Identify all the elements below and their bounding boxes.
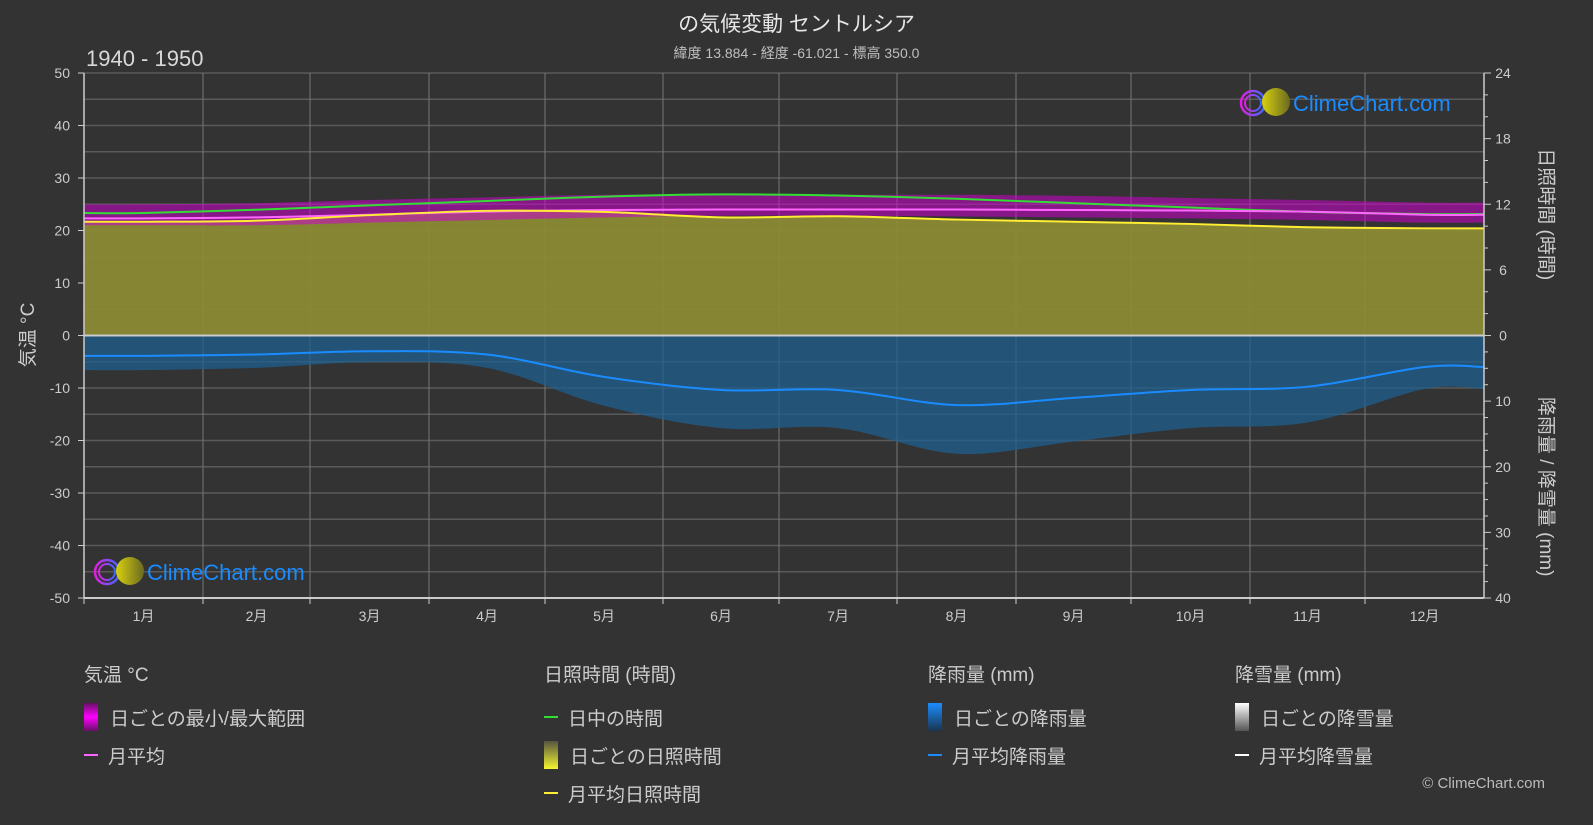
svg-text:4月: 4月 xyxy=(476,608,498,624)
climechart-logo-bottom[interactable]: ClimeChart.com xyxy=(93,557,305,586)
legend-title-rain: 降雨量 (mm) xyxy=(928,665,1035,686)
svg-text:6: 6 xyxy=(1499,262,1507,278)
svg-text:9月: 9月 xyxy=(1063,608,1085,624)
legend-title-temperature: 気温 °C xyxy=(84,665,149,686)
legend-item-rain-mean[interactable]: 月平均降雨量 xyxy=(928,736,1087,774)
period-label: 1940 - 1950 xyxy=(86,46,204,71)
svg-text:6月: 6月 xyxy=(710,608,732,624)
legend-title-sunshine: 日照時間 (時間) xyxy=(544,665,676,686)
svg-text:-30: -30 xyxy=(50,485,70,501)
legend-rain: 降雨量 (mm) 日ごとの降雨量 月平均降雨量 xyxy=(928,660,1087,774)
blue-line-swatch-icon xyxy=(928,754,942,756)
blue-bar-swatch-icon xyxy=(928,703,942,731)
legend-item-temp-mean[interactable]: 月平均 xyxy=(84,736,305,774)
legend-label: 日ごとの降雪量 xyxy=(1261,708,1394,730)
data-series xyxy=(83,193,1485,455)
chart-subtitle: 緯度 13.884 - 経度 -61.021 - 標高 350.0 xyxy=(673,45,920,61)
legend-label: 月平均 xyxy=(108,746,166,768)
svg-text:0: 0 xyxy=(1499,328,1507,344)
svg-text:40: 40 xyxy=(1495,590,1511,606)
svg-text:30: 30 xyxy=(54,170,70,186)
svg-text:10: 10 xyxy=(1495,393,1511,409)
legend-item-sunshine-mean[interactable]: 月平均日照時間 xyxy=(544,774,722,812)
legend-label: 日ごとの日照時間 xyxy=(570,746,722,768)
svg-text:12月: 12月 xyxy=(1410,608,1440,624)
chart-title: の気候変動 セントルシア xyxy=(678,13,915,36)
legend-label: 月平均降雨量 xyxy=(952,746,1067,768)
legend-item-snow-mean[interactable]: 月平均降雪量 xyxy=(1235,736,1394,774)
axes: 50 40 30 20 10 0 -10 -20 -30 -40 -50 24 18 12 6 0 10 20 30… xyxy=(50,65,1557,624)
legend-title-snow: 降雪量 (mm) xyxy=(1235,665,1342,686)
legend-item-daily-sunshine[interactable]: 日ごとの日照時間 xyxy=(544,736,722,774)
svg-text:12: 12 xyxy=(1495,196,1511,212)
legend-label: 日ごとの降雨量 xyxy=(954,708,1087,730)
svg-text:5月: 5月 xyxy=(593,608,615,624)
yellow-line-swatch-icon xyxy=(544,792,558,794)
yellow-bar-swatch-icon xyxy=(544,741,558,769)
svg-text:-40: -40 xyxy=(50,538,70,554)
climechart-logo-top[interactable]: ClimeChart.com xyxy=(1239,88,1451,117)
logo-text: ClimeChart.com xyxy=(1293,91,1451,116)
legend-label: 日ごとの最小/最大範囲 xyxy=(110,708,306,730)
left-axis-title: 気温 °C xyxy=(17,302,39,368)
svg-text:24: 24 xyxy=(1495,65,1511,81)
legend-temperature: 気温 °C 日ごとの最小/最大範囲 月平均 xyxy=(84,660,305,774)
legend-item-daily-rain[interactable]: 日ごとの降雨量 xyxy=(928,698,1087,736)
svg-text:40: 40 xyxy=(54,118,70,134)
legend-label: 月平均降雪量 xyxy=(1259,746,1374,768)
legend-snow: 降雪量 (mm) 日ごとの降雪量 月平均降雪量 xyxy=(1235,660,1394,774)
legend-item-daylight[interactable]: 日中の時間 xyxy=(544,698,722,736)
svg-text:20: 20 xyxy=(54,223,70,239)
svg-text:3月: 3月 xyxy=(359,608,381,624)
svg-text:8月: 8月 xyxy=(946,608,968,624)
logo-sun-icon xyxy=(116,557,144,585)
green-line-swatch-icon xyxy=(544,716,558,718)
svg-text:20: 20 xyxy=(1495,459,1511,475)
white-bar-swatch-icon xyxy=(1235,703,1249,731)
pink-line-swatch-icon xyxy=(84,754,98,756)
svg-text:日照時間 (時間): 日照時間 (時間) xyxy=(1535,148,1557,280)
svg-text:30: 30 xyxy=(1495,524,1511,540)
legend-label: 日中の時間 xyxy=(568,708,664,730)
svg-text:-10: -10 xyxy=(50,380,70,396)
svg-text:1月: 1月 xyxy=(133,608,155,624)
svg-text:-20: -20 xyxy=(50,433,70,449)
svg-text:0: 0 xyxy=(62,328,70,344)
magenta-range-swatch-icon xyxy=(84,703,98,731)
svg-text:降雨量 / 降雪量 (mm): 降雨量 / 降雪量 (mm) xyxy=(1535,397,1557,576)
svg-text:7月: 7月 xyxy=(827,608,849,624)
svg-text:-50: -50 xyxy=(50,590,70,606)
copyright[interactable]: © ClimeChart.com xyxy=(1422,775,1545,792)
svg-text:10: 10 xyxy=(54,275,70,291)
legend-item-daily-snow[interactable]: 日ごとの降雪量 xyxy=(1235,698,1394,736)
logo-text: ClimeChart.com xyxy=(147,560,305,585)
svg-text:18: 18 xyxy=(1495,131,1511,147)
svg-text:2月: 2月 xyxy=(246,608,268,624)
white-line-swatch-icon xyxy=(1235,754,1249,756)
legend-sunshine: 日照時間 (時間) 日中の時間 日ごとの日照時間 月平均日照時間 xyxy=(544,660,722,812)
svg-text:50: 50 xyxy=(54,65,70,81)
logo-sun-icon xyxy=(1262,88,1290,116)
legend-item-temp-range[interactable]: 日ごとの最小/最大範囲 xyxy=(84,698,305,736)
legend-label: 月平均日照時間 xyxy=(568,784,702,806)
svg-text:10月: 10月 xyxy=(1176,608,1206,624)
svg-text:11月: 11月 xyxy=(1293,608,1322,624)
